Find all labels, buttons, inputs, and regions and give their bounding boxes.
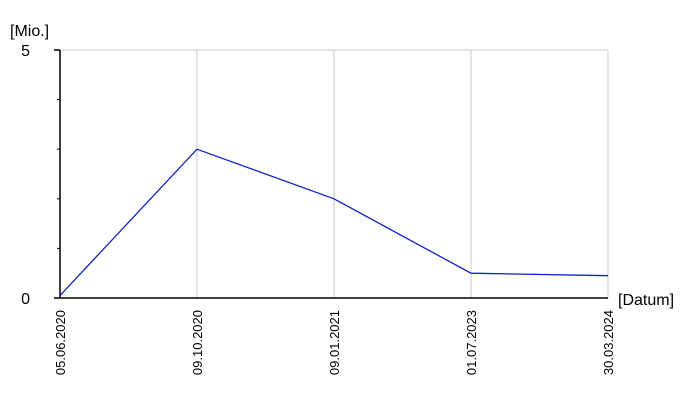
data-line xyxy=(59,148,609,296)
x-tick-label: 09.01.2021 xyxy=(327,310,342,375)
y-tick-label: 0 xyxy=(21,291,30,308)
x-tick-label: 01.07.2023 xyxy=(464,310,479,375)
y-axis-label: [Mio.] xyxy=(10,23,49,40)
y-tick-label: 5 xyxy=(21,43,30,60)
x-tick-label: 09.10.2020 xyxy=(190,310,205,375)
x-axis-label: [Datum] xyxy=(618,292,674,309)
x-tick-label: 30.03.2024 xyxy=(601,310,616,375)
x-tick-label: 05.06.2020 xyxy=(53,310,68,375)
